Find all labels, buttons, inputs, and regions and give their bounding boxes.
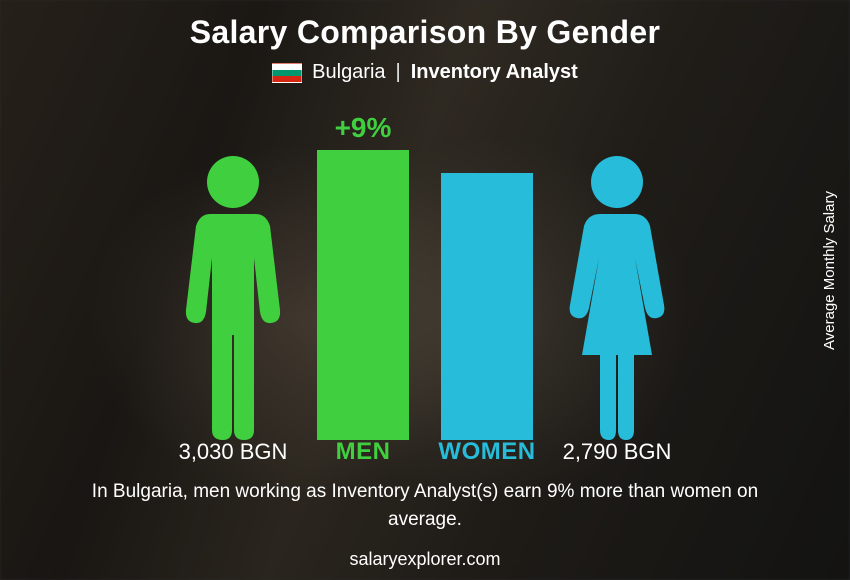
men-gender-label: MEN — [336, 438, 391, 465]
men-bar-col: +9% — [308, 112, 418, 440]
women-salary-label: 2,790 BGN — [563, 439, 672, 464]
men-bar-wrap: +9% — [317, 112, 409, 440]
chart-labels-row: 3,030 BGN MEN WOMEN 2,790 BGN — [0, 438, 850, 466]
women-bar-col — [432, 173, 542, 440]
country-label: Bulgaria — [312, 61, 385, 84]
women-figure-col — [542, 150, 692, 440]
axis-label-wrap: Average Monthly Salary — [814, 0, 844, 540]
women-bar — [441, 173, 533, 440]
men-salary-label: 3,030 BGN — [179, 439, 288, 464]
women-gender-label: WOMEN — [438, 438, 535, 465]
axis-label: Average Monthly Salary — [821, 191, 838, 350]
bulgaria-flag-icon — [272, 63, 302, 83]
female-icon — [552, 150, 682, 440]
caption-text: In Bulgaria, men working as Inventory An… — [60, 478, 790, 533]
male-icon — [168, 150, 298, 440]
chart-area: +9% — [0, 100, 850, 440]
subtitle-row: Bulgaria | Inventory Analyst — [0, 61, 850, 84]
page-title: Salary Comparison By Gender — [0, 0, 850, 51]
men-bar — [317, 150, 409, 440]
men-figure-col — [158, 150, 308, 440]
separator: | — [396, 61, 401, 84]
women-bar-wrap — [441, 173, 533, 440]
job-title-label: Inventory Analyst — [411, 61, 578, 84]
infographic: Salary Comparison By Gender Bulgaria | I… — [0, 0, 850, 580]
men-pct-label: +9% — [335, 112, 392, 144]
footer-source: salaryexplorer.com — [0, 549, 850, 570]
